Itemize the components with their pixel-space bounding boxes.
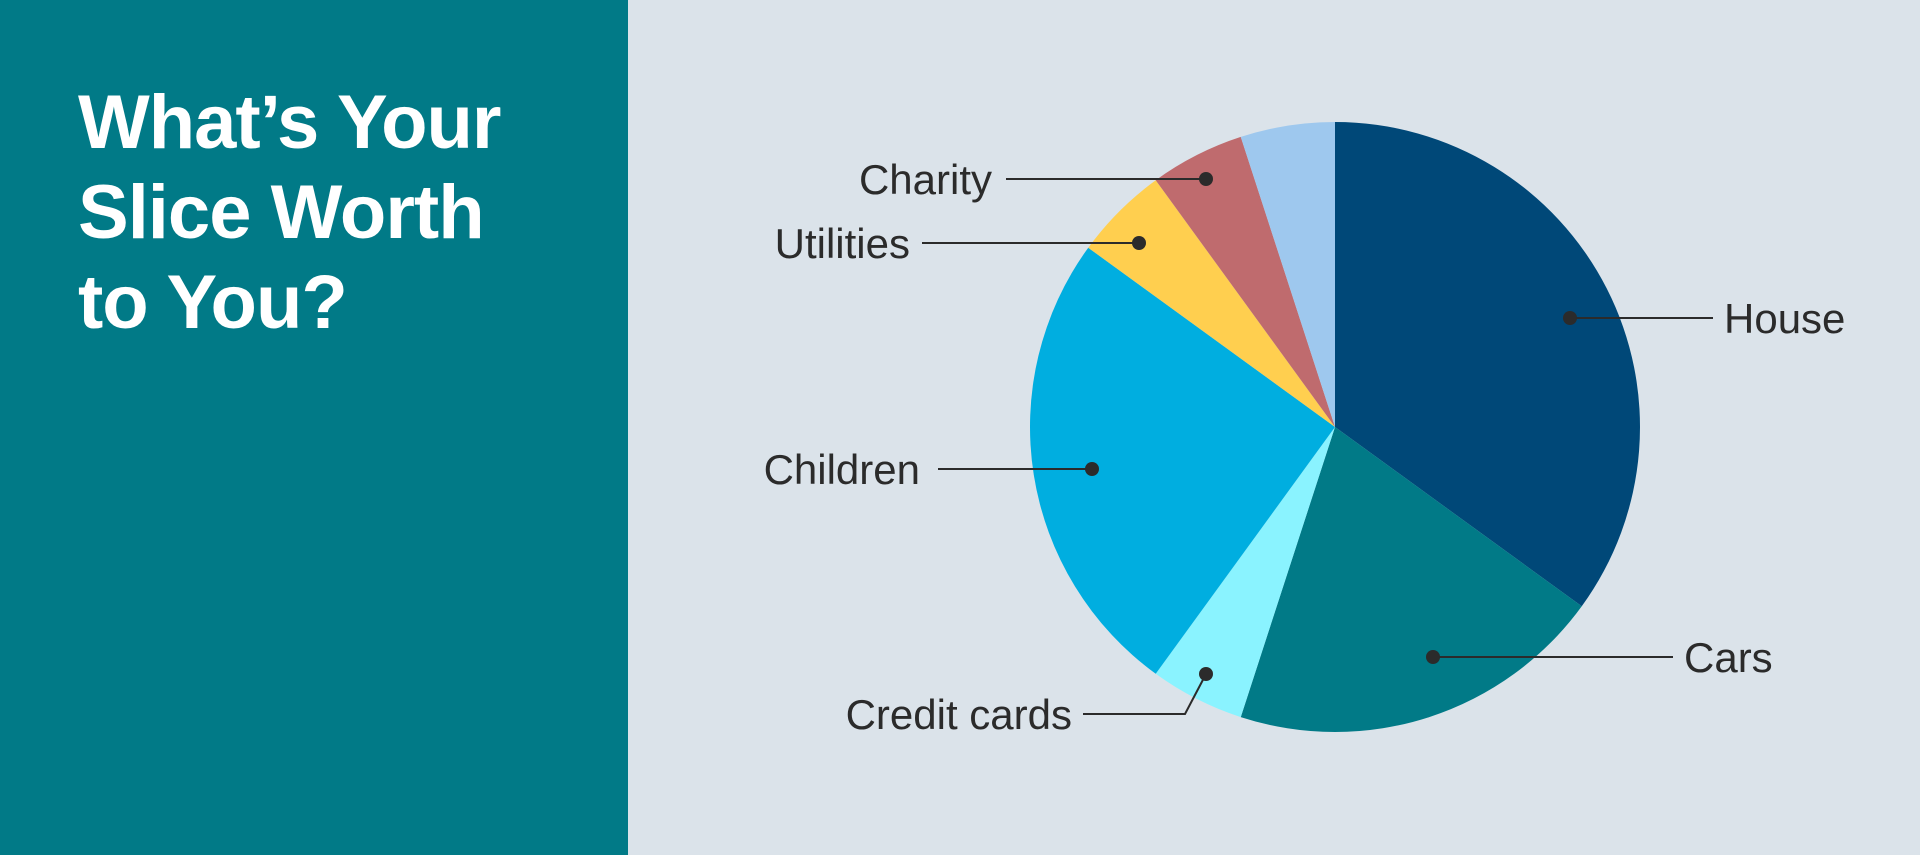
title-line-3: to You? [78,260,348,345]
leader-line-credit-cards [1083,673,1207,715]
pie-slice-utilities [1088,180,1335,427]
pie-slice-charity [1155,136,1335,427]
pie-slice-credit-cards [1155,427,1335,718]
pie-chart: House Cars Credit cards Children Utilities Ch… [764,122,1845,738]
leader-dot-children [1085,462,1099,476]
slice-label-children: Children [764,446,920,493]
leader-dot-house [1563,311,1577,325]
pie-chart-area: House Cars Credit cards Children Utilities Ch… [628,0,1920,855]
slice-label-charity: Charity [859,156,992,203]
slice-label-credit-cards: Credit cards [846,691,1072,738]
leader-dot-credit-cards [1199,667,1213,681]
pie-slice-children [1030,247,1335,674]
pie-slice-unlabeled [1240,122,1335,427]
leader-dot-charity [1199,172,1213,186]
title-line-2: Slice Worth [78,170,485,255]
pie-slice-house [1335,122,1640,607]
slice-label-cars: Cars [1684,634,1773,681]
leader-dot-utilities [1132,236,1146,250]
pie-slice-cars [1240,427,1582,732]
title-panel: What’s Your Slice Worth to You? [0,0,628,855]
leader-dot-cars [1426,650,1440,664]
slice-label-utilities: Utilities [775,220,910,267]
title-line-1: What’s Your [78,80,502,165]
page-title: What’s Your Slice Worth to You? [78,78,598,348]
slice-label-house: House [1724,295,1845,342]
